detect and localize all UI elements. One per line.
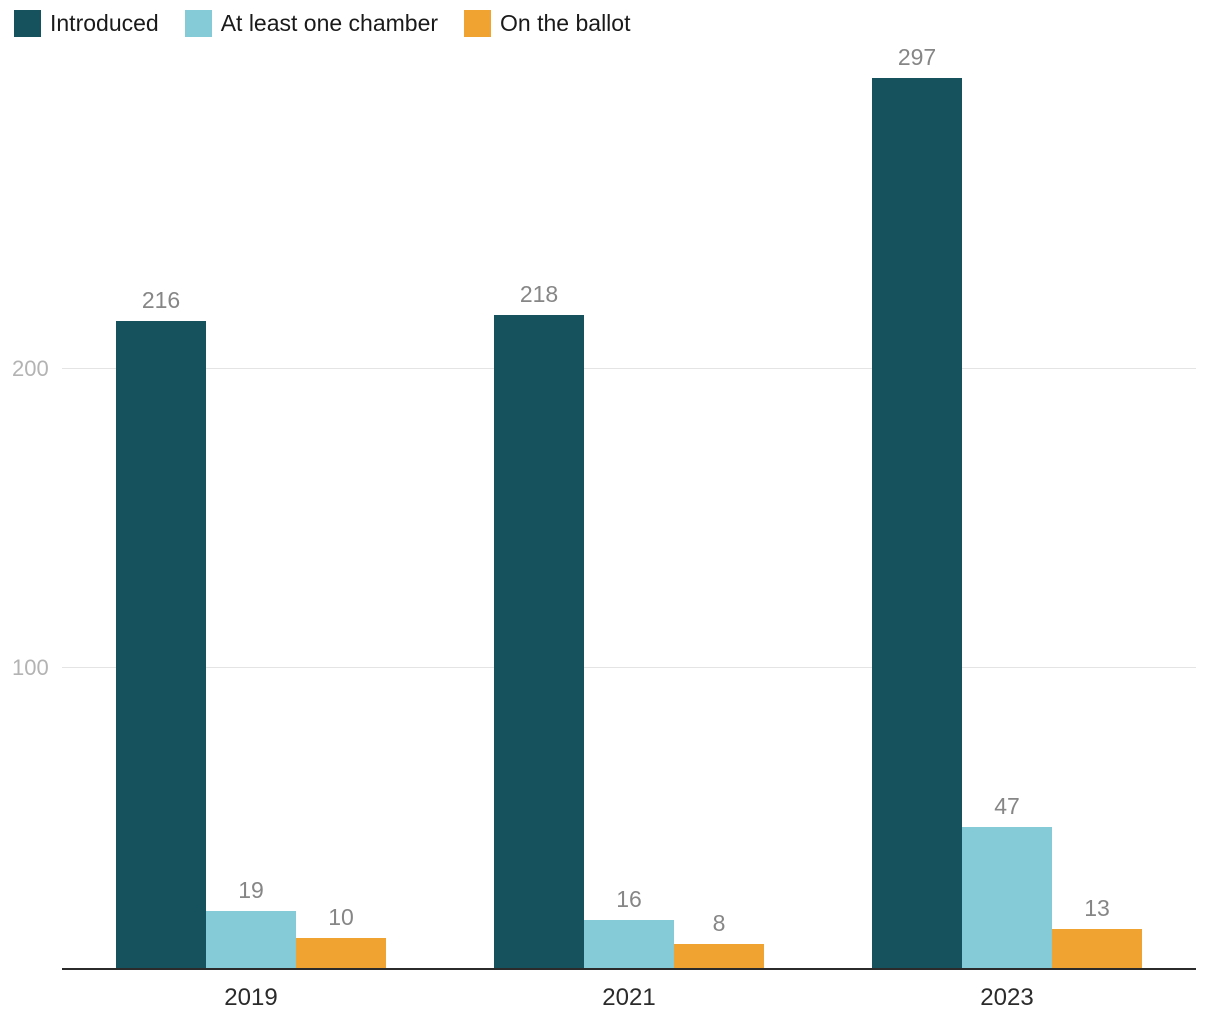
bar-value-label: 218: [519, 281, 559, 307]
bar-value-label: 297: [897, 44, 937, 70]
bar-value-label: 10: [328, 904, 354, 930]
legend-swatch-icon: [464, 10, 492, 37]
legend-swatch-icon: [184, 10, 212, 37]
bar-value-label: 13: [1084, 895, 1110, 921]
legend-label: On the ballot: [500, 10, 631, 36]
legend-item: On the ballot: [464, 10, 630, 37]
bar-value-label: 8: [712, 910, 726, 936]
bar-group: 297 47 13: [872, 44, 1142, 968]
bar-group: 218 16 8: [494, 281, 764, 968]
gridline: [62, 667, 1196, 669]
legend-item: Introduced: [14, 10, 159, 37]
bar: 297: [872, 44, 962, 968]
bar-value-label: 19: [238, 877, 264, 903]
bar: 10: [296, 904, 386, 968]
x-axis-tick-label: 2019: [224, 984, 278, 1011]
x-axis-tick-label: 2021: [602, 984, 656, 1011]
bar-group: 216 19 10: [116, 287, 386, 968]
bar: 19: [206, 877, 296, 968]
bar: 47: [962, 793, 1052, 968]
bar: 13: [1052, 895, 1142, 968]
gridline: [62, 367, 1196, 369]
chart-legend: Introduced At least one chamber On the bal…: [14, 10, 630, 37]
legend-label: At least one chamber: [220, 10, 439, 36]
x-axis-labels: 2019 2021 2023: [62, 984, 1196, 1012]
legend-item: At least one chamber: [184, 10, 439, 37]
bar: 8: [674, 910, 764, 968]
bar: 218: [494, 281, 584, 968]
legend-swatch-icon: [14, 10, 41, 37]
bar-value-label: 16: [616, 886, 642, 912]
x-axis-tick-label: 2023: [980, 984, 1034, 1011]
legend-label: Introduced: [50, 10, 159, 36]
bar-value-label: 47: [994, 793, 1020, 819]
bar: 216: [116, 287, 206, 968]
bar: 16: [584, 886, 674, 968]
bars-layer: 216 19 10 218 16 8 297 47 13: [62, 0, 1196, 968]
bar-value-label: 216: [141, 287, 181, 313]
plot-area: 100 200 216 19 10 218 16 8 297 47 13: [12, 0, 1196, 970]
y-axis-tick-label: 200: [12, 355, 49, 381]
y-axis-tick-label: 100: [12, 655, 49, 681]
